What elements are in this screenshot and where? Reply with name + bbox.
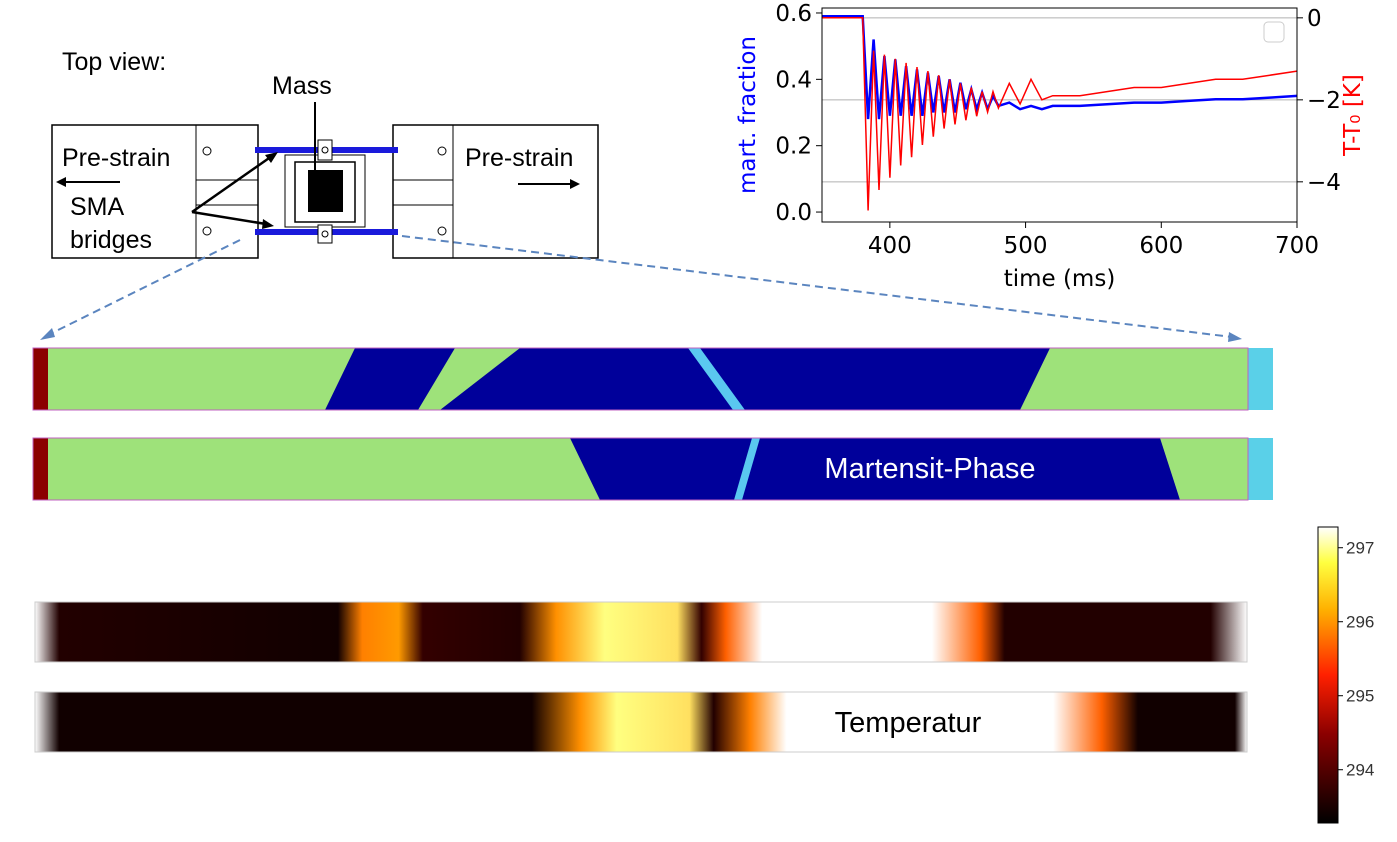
series-line <box>822 15 1298 120</box>
y-tick-label: 0.4 <box>775 67 812 93</box>
y2-tick-label: −4 <box>1307 170 1341 196</box>
prestrain-left: Pre-strain <box>62 144 170 172</box>
temperature-label: Temperatur <box>835 707 982 739</box>
sma-label-2: bridges <box>70 226 152 254</box>
x-tick-label: 500 <box>1004 233 1048 259</box>
temperature-panels: Temperatur <box>34 601 1248 753</box>
line-chart: −4 −2 0 0.0 0.2 0.4 0.6 400 500 600 700 time (ms) ma… <box>735 1 1366 292</box>
colorbar-tick-label: 297 <box>1346 539 1374 558</box>
colorbar-tick-label: 294 <box>1346 761 1374 780</box>
legend-box <box>1263 21 1285 43</box>
sma-label-1: SMA <box>70 193 125 221</box>
colorbar-ticks: 294 295 296 297 <box>1338 539 1374 780</box>
x-tick-label: 700 <box>1275 233 1319 259</box>
diagram-title: Top view: <box>62 48 166 76</box>
plot-frame <box>821 7 1298 223</box>
x-tick-label: 600 <box>1139 233 1183 259</box>
prestrain-right: Pre-strain <box>465 144 573 172</box>
top-view-diagram: Top view: Mass Pre-strain Pre-strain SMA… <box>40 48 1242 342</box>
colorbar <box>1317 526 1339 824</box>
y-tick-label: 0.6 <box>775 1 812 27</box>
y2-tick-label: 0 <box>1307 6 1322 32</box>
martensite-label: Martensit-Phase <box>824 453 1035 485</box>
y-axis-label: mart. fraction <box>735 36 761 194</box>
series-line <box>822 17 1298 211</box>
x-axis-label: time (ms) <box>1004 266 1116 292</box>
x-tick-label: 400 <box>868 233 912 259</box>
colorbar-tick-label: 295 <box>1346 687 1374 706</box>
y-tick-label: 0.0 <box>775 200 812 226</box>
colorbar-tick-label: 296 <box>1346 613 1374 632</box>
martensite-panels: Martensit-Phase <box>32 347 1273 501</box>
y2-axis-label: T-T₀ [K] <box>1340 74 1366 157</box>
y-tick-label: 0.2 <box>775 134 812 160</box>
mass-label: Mass <box>272 72 332 100</box>
y2-tick-label: −2 <box>1307 88 1341 114</box>
